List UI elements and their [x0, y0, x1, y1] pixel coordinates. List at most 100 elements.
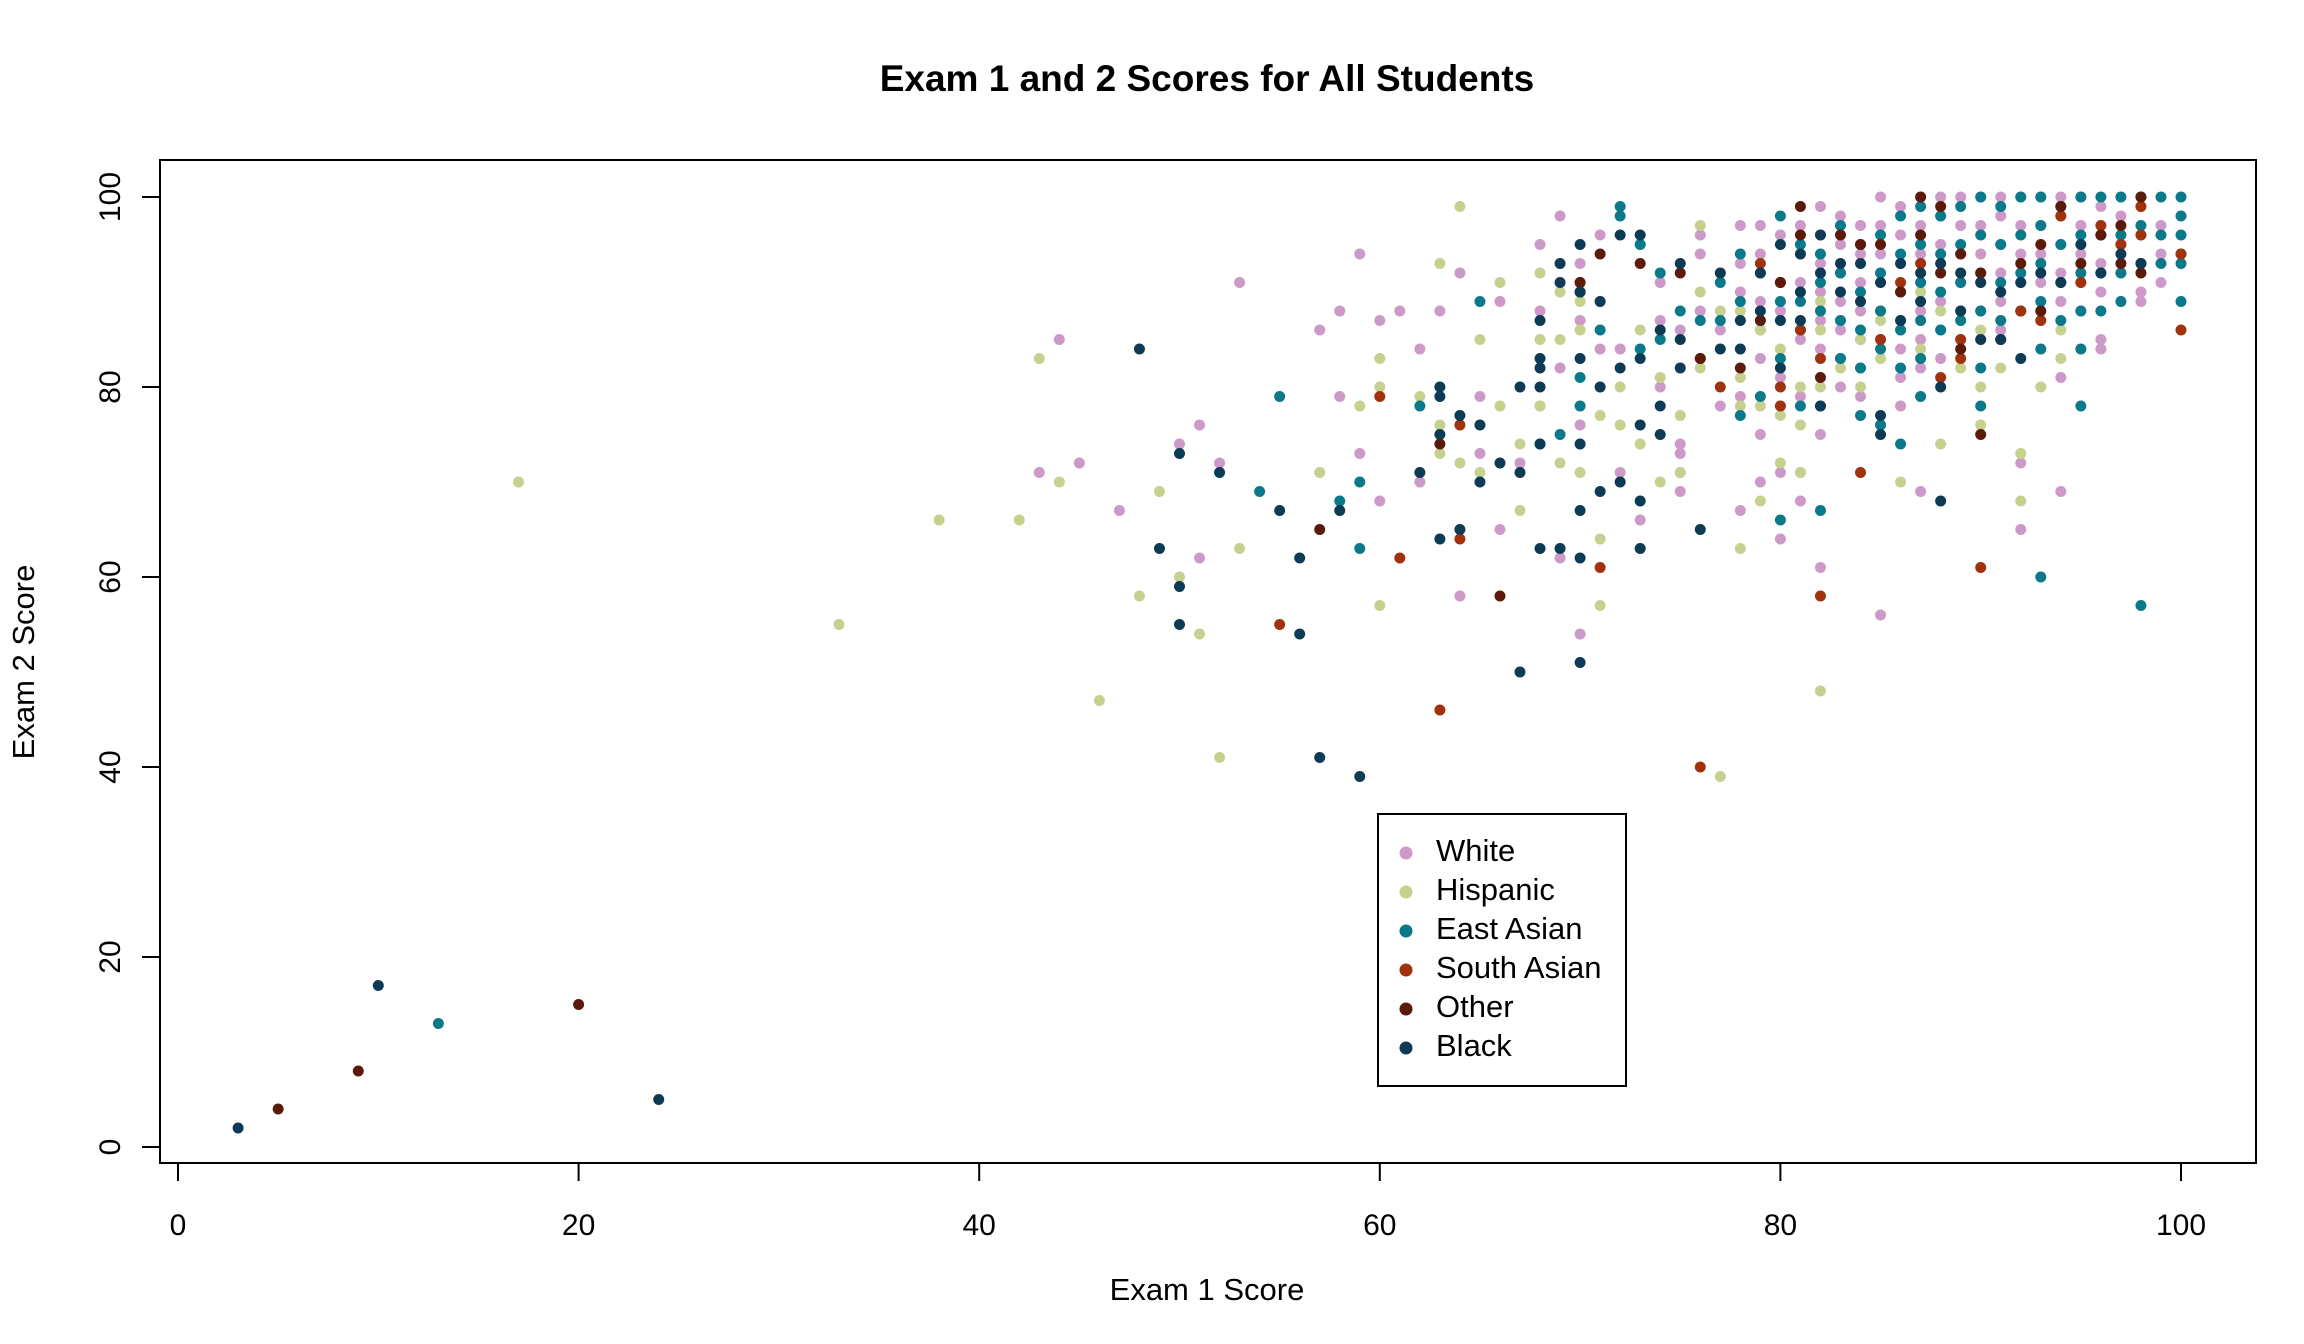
- data-point: [2015, 267, 2027, 279]
- data-point: [1153, 543, 1165, 554]
- data-point: [1855, 410, 1867, 421]
- data-point: [1895, 258, 1907, 269]
- y-tick-label: 20: [94, 940, 127, 973]
- data-point: [1895, 229, 1907, 241]
- data-point: [1334, 391, 1346, 402]
- legend-box: [1377, 813, 1627, 1087]
- data-point: [1915, 343, 1927, 355]
- data-point: [1834, 362, 1846, 374]
- data-point: [1774, 296, 1786, 307]
- x-tick-label: 80: [1764, 1209, 1797, 1242]
- data-point: [2035, 277, 2047, 288]
- data-point: [2015, 353, 2027, 364]
- data-point: [1895, 372, 1907, 383]
- data-point: [1734, 400, 1746, 412]
- data-point: [1174, 581, 1185, 592]
- data-point: [1754, 429, 1766, 440]
- data-point: [1534, 239, 1546, 250]
- data-point: [1133, 343, 1145, 355]
- data-point: [1774, 381, 1786, 393]
- data-point: [1794, 400, 1806, 412]
- data-point: [1975, 191, 1987, 203]
- data-point: [1814, 429, 1826, 440]
- data-point: [1814, 277, 1826, 288]
- data-point: [2095, 229, 2107, 241]
- data-point: [2015, 305, 2027, 317]
- data-point: [2035, 239, 2047, 250]
- data-point: [1975, 381, 1987, 393]
- data-point: [1494, 296, 1506, 307]
- data-point: [1634, 543, 1646, 554]
- data-point: [1895, 248, 1907, 260]
- data-point: [2015, 277, 2027, 288]
- data-point: [1654, 267, 1666, 279]
- data-point: [1995, 362, 2007, 374]
- data-point: [2115, 267, 2127, 279]
- data-point: [1694, 305, 1706, 317]
- series-east-asian: [432, 191, 2187, 1029]
- data-point: [1594, 248, 1606, 260]
- data-point: [1875, 334, 1887, 345]
- data-point: [1975, 324, 1987, 336]
- data-point: [2015, 229, 2027, 241]
- data-point: [1454, 457, 1466, 469]
- data-point: [1614, 419, 1626, 431]
- data-point: [1674, 324, 1686, 336]
- data-point: [1474, 334, 1486, 345]
- data-point: [2135, 258, 2147, 269]
- data-point: [2095, 334, 2107, 345]
- data-point: [1634, 343, 1646, 355]
- data-point: [1674, 258, 1686, 269]
- data-point: [1474, 391, 1486, 402]
- data-point: [2075, 239, 2087, 250]
- data-point: [1875, 277, 1887, 288]
- data-point: [1033, 467, 1045, 478]
- data-point: [1794, 334, 1806, 345]
- series-south-asian: [1274, 201, 2187, 773]
- data-point: [1734, 343, 1746, 355]
- data-point: [1794, 286, 1806, 298]
- data-point: [1013, 514, 1025, 526]
- data-point: [1474, 467, 1486, 478]
- data-point: [2135, 267, 2147, 279]
- data-point: [2055, 210, 2067, 222]
- data-point: [2115, 210, 2127, 222]
- data-point: [1995, 315, 2007, 326]
- data-point: [1814, 267, 1826, 279]
- data-point: [1855, 258, 1867, 269]
- data-point: [1294, 628, 1306, 640]
- legend-label: White: [1436, 833, 1515, 868]
- data-point: [1975, 305, 1987, 317]
- data-point: [1754, 305, 1766, 317]
- data-point: [1774, 353, 1786, 364]
- data-point: [1574, 438, 1586, 450]
- data-point: [2075, 220, 2087, 231]
- data-point: [2115, 191, 2127, 203]
- data-point: [1915, 201, 1927, 212]
- data-point: [1875, 343, 1887, 355]
- data-point: [1935, 353, 1947, 364]
- data-point: [352, 1065, 364, 1077]
- data-point: [1334, 305, 1346, 317]
- data-point: [1454, 524, 1466, 535]
- data-point: [1554, 543, 1566, 554]
- data-point: [2115, 239, 2127, 250]
- data-point: [1814, 305, 1826, 317]
- data-point: [1714, 324, 1726, 336]
- data-point: [2115, 258, 2127, 269]
- data-point: [1955, 191, 1967, 203]
- data-point: [1915, 277, 1927, 288]
- data-point: [2055, 324, 2067, 336]
- data-point: [1414, 476, 1426, 488]
- data-point: [1955, 353, 1967, 364]
- data-point: [1814, 229, 1826, 241]
- x-tick-label: 60: [1363, 1209, 1396, 1242]
- data-point: [1574, 315, 1586, 326]
- chart-title: Exam 1 and 2 Scores for All Students: [880, 58, 1535, 99]
- data-point: [1834, 381, 1846, 393]
- data-point: [1574, 277, 1586, 288]
- data-point: [1794, 277, 1806, 288]
- data-point: [2015, 448, 2027, 459]
- data-point: [1714, 400, 1726, 412]
- data-point: [1915, 391, 1927, 402]
